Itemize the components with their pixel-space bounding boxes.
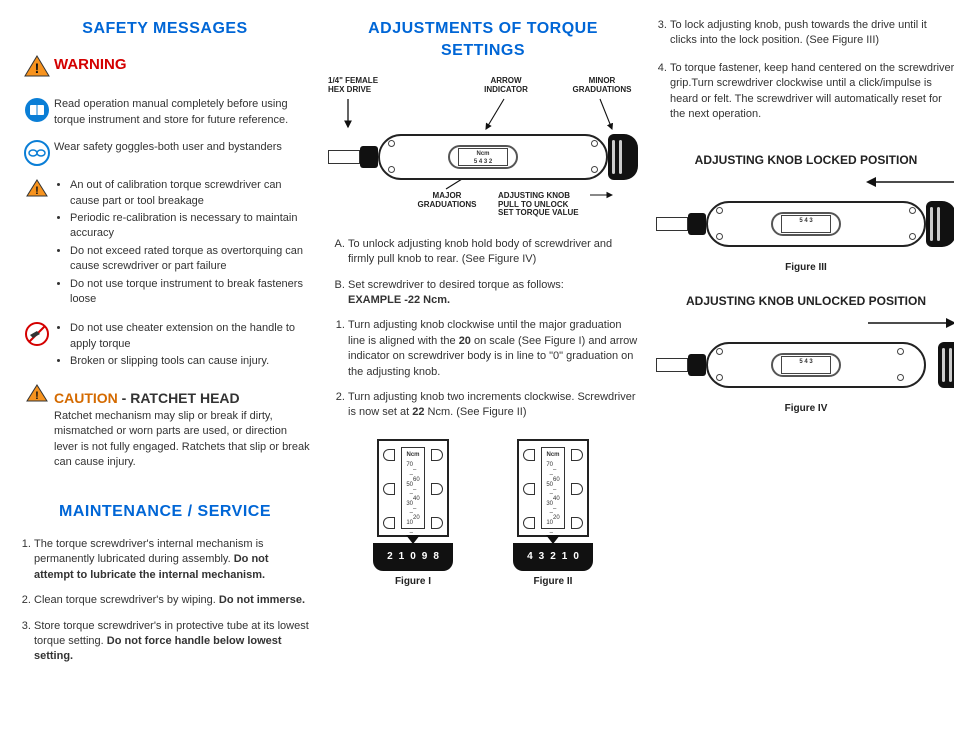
svg-text:!: ! [35,390,39,402]
list-item: To unlock adjusting knob hold body of sc… [348,237,638,268]
dial-wheel-icon: 21098 [373,543,453,571]
annotated-screwdriver-diagram: 1/4" FEMALE HEX DRIVE ARROW INDICATOR MI… [328,77,638,237]
locked-title: ADJUSTING KNOB LOCKED POSITION [656,152,954,169]
figure-4-caption: Figure IV [656,402,954,416]
svg-text:!: ! [35,60,40,76]
adj-heading-text: ADJUSTMENTS OF TORQUE SETTINGS [368,20,598,59]
list-item: Broken or slipping tools can cause injur… [70,354,310,369]
manual-text: Read operation manual completely before … [54,97,310,128]
steps-3-4: To lock adjusting knob, push towards the… [670,18,954,122]
page: SAFETY MESSAGES ! WARNING Read operation… [20,18,934,675]
list-item: An out of calibration torque screwdriver… [70,178,310,209]
caution-body: Ratchet mechanism may slip or break if d… [54,409,310,471]
manual-row: Read operation manual completely before … [20,97,310,128]
manual-icon [20,97,54,123]
list-item: To lock adjusting knob, push towards the… [670,18,954,49]
unit: Ncm [546,452,559,458]
list-item: Turn adjusting knob two increments clock… [348,390,638,421]
cheater-row: Do not use cheater extension on the hand… [20,321,310,371]
adjustment-steps-numeric: Turn adjusting knob clockwise until the … [348,318,638,420]
warning-bullets-1: An out of calibration torque screwdriver… [70,178,310,307]
caution-row: ! CAUTION - RATCHET HEAD Ratchet mechani… [20,383,310,470]
scale-card-icon: Ncm 70 –50 –30 –10 – – 60– 40– 20 [517,439,589,537]
unlocked-title: ADJUSTING KNOB UNLOCKED POSITION [656,293,954,310]
figures-1-2: Ncm 70 –50 –30 –10 – – 60– 40– 20 21098 … [328,439,638,589]
safety-messages-heading: SAFETY MESSAGES [20,18,310,40]
inner1-bold: 20 [459,335,471,347]
list-item: Do not exceed rated torque as overtorqui… [70,244,310,275]
list-item: Turn adjusting knob clockwise until the … [348,318,638,380]
adjustment-steps-alpha: To unlock adjusting knob hold body of sc… [348,237,638,309]
svg-text:!: ! [35,185,39,197]
list-item: The torque screwdriver's internal mechan… [34,537,310,583]
unit: Ncm [406,452,419,458]
column-adjustments: ADJUSTMENTS OF TORQUE SETTINGS 1/4" FEMA… [328,18,638,675]
maintenance-list: The torque screwdriver's internal mechan… [34,537,310,665]
warning-triangle-icon: ! [20,178,54,198]
arrow-left-icon [656,175,954,189]
warning-heading: WARNING [54,54,310,75]
column-safety: SAFETY MESSAGES ! WARNING Read operation… [20,18,310,675]
scale-card-icon: Ncm 70 –50 –30 –10 – – 60– 40– 20 [377,439,449,537]
warning-triangle-icon: ! [20,54,54,78]
maint-text: Clean torque screwdriver's by wiping. [34,594,219,606]
list-item: Clean torque screwdriver's by wiping. Do… [34,593,310,608]
step-b-pre: Set screwdriver to desired torque as fol… [348,279,564,291]
screwdriver-icon: Ncm5 4 3 2 [328,128,638,188]
caution-heading: CAUTION - RATCHET HEAD [54,389,310,409]
maint-text: The torque screwdriver's internal mechan… [34,538,264,565]
no-cheater-icon [20,321,54,347]
list-item: Do not use cheater extension on the hand… [70,321,310,352]
figure-1-caption: Figure I [363,575,463,589]
figure-3-caption: Figure III [656,261,954,275]
scale-right: – 60– 40– 20 [413,466,422,538]
scale-left: 70 –50 –30 –10 – [544,461,553,538]
column-right: To lock adjusting knob, push towards the… [656,18,954,675]
figure-1: Ncm 70 –50 –30 –10 – – 60– 40– 20 21098 … [363,439,463,589]
scale-left: 70 –50 –30 –10 – [404,461,413,538]
warning-triangle-icon: ! [20,383,54,403]
calibration-row: ! An out of calibration torque screwdriv… [20,178,310,309]
screwdriver-unlocked-icon: 5 4 3 [656,336,954,396]
list-item: Set screwdriver to desired torque as fol… [348,278,638,309]
scale-right: – 60– 40– 20 [553,466,562,538]
maint-bold: Do not immerse. [219,594,305,606]
list-item: Do not use torque instrument to break fa… [70,277,310,308]
step-b-bold: EXAMPLE -22 Ncm. [348,294,450,306]
adjustments-heading: ADJUSTMENTS OF TORQUE SETTINGS [328,18,638,63]
list-item: Periodic re-calibration is necessary to … [70,211,310,242]
list-item: Store torque screwdriver's in protective… [34,619,310,665]
screwdriver-locked-icon: 5 4 3 [656,195,954,255]
caution-rest: - RATCHET HEAD [118,390,240,406]
warning-row: ! WARNING [20,54,310,85]
inner2-post: Ncm. (See Figure II) [424,406,526,418]
maintenance-heading: MAINTENANCE / SERVICE [20,501,310,523]
figure-2-caption: Figure II [503,575,603,589]
goggles-row: Wear safety goggles-both user and bystan… [20,140,310,166]
goggles-icon [20,140,54,166]
figure-2: Ncm 70 –50 –30 –10 – – 60– 40– 20 43210 … [503,439,603,589]
warning-bullets-2: Do not use cheater extension on the hand… [70,321,310,369]
caution-word: CAUTION [54,390,118,406]
step-a-text: To unlock adjusting knob hold body of sc… [348,238,612,265]
goggles-text: Wear safety goggles-both user and bystan… [54,140,310,155]
inner2-bold: 22 [412,406,424,418]
arrow-right-icon [656,316,954,330]
dial-wheel-icon: 43210 [513,543,593,571]
list-item: To torque fastener, keep hand centered o… [670,61,954,123]
